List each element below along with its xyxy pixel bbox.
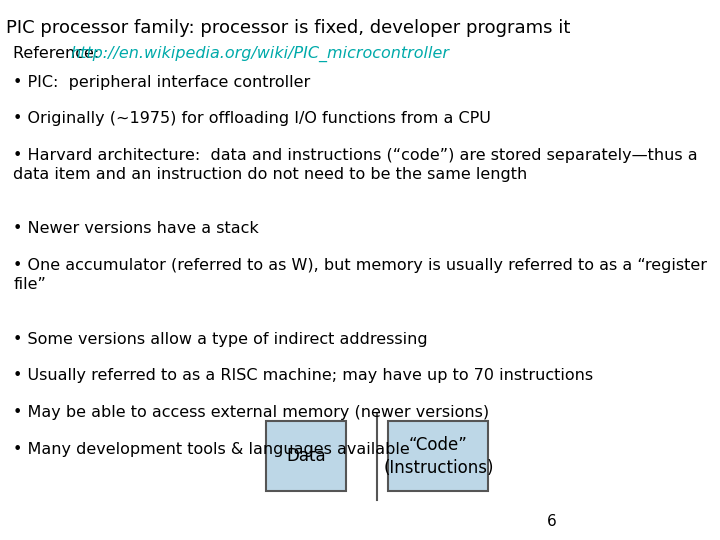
Text: • Originally (~1975) for offloading I/O functions from a CPU: • Originally (~1975) for offloading I/O … <box>14 111 491 126</box>
Text: • May be able to access external memory (newer versions): • May be able to access external memory … <box>14 405 490 420</box>
Text: Data: Data <box>286 447 325 465</box>
Text: • PIC:  peripheral interface controller: • PIC: peripheral interface controller <box>14 75 311 90</box>
Text: • Some versions allow a type of indirect addressing: • Some versions allow a type of indirect… <box>14 332 428 347</box>
Text: Reference:: Reference: <box>14 46 110 61</box>
Text: PIC processor family: processor is fixed, developer programs it: PIC processor family: processor is fixed… <box>6 19 571 37</box>
Text: • One accumulator (referred to as W), but memory is usually referred to as a “re: • One accumulator (referred to as W), bu… <box>14 258 708 292</box>
Text: 6: 6 <box>547 514 557 529</box>
Text: http://en.wikipedia.org/wiki/PIC_microcontroller: http://en.wikipedia.org/wiki/PIC_microco… <box>71 46 449 62</box>
Text: • Newer versions have a stack: • Newer versions have a stack <box>14 221 259 237</box>
FancyBboxPatch shape <box>266 421 346 491</box>
Text: “Code”
(Instructions): “Code” (Instructions) <box>383 435 494 477</box>
FancyBboxPatch shape <box>389 421 488 491</box>
Text: • Many development tools & languages available: • Many development tools & languages ava… <box>14 442 410 457</box>
Text: • Harvard architecture:  data and instructions (“code”) are stored separately—th: • Harvard architecture: data and instruc… <box>14 148 698 181</box>
Text: • Usually referred to as a RISC machine; may have up to 70 instructions: • Usually referred to as a RISC machine;… <box>14 368 593 383</box>
